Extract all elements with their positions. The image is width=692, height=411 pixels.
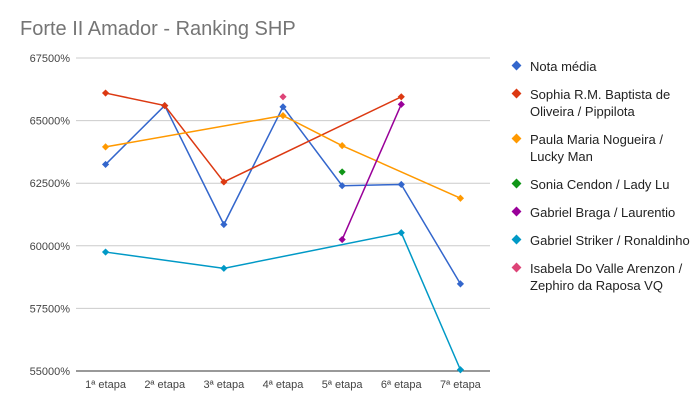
data-point[interactable]: [397, 100, 405, 108]
data-point[interactable]: [338, 142, 346, 150]
legend: Nota média Sophia R.M. Baptista de Olivei…: [510, 58, 692, 305]
series-line: [341, 104, 402, 240]
data-point[interactable]: [338, 235, 346, 244]
diamond-marker-icon: [511, 234, 522, 245]
x-tick-label: 1ª etapa: [85, 379, 127, 391]
legend-label: Paula Maria Nogueira / Lucky Man: [530, 132, 663, 164]
data-point[interactable]: [220, 178, 228, 186]
legend-item[interactable]: Isabela Do Valle Arenzon / Zephiro da Ra…: [510, 260, 692, 294]
data-point[interactable]: [397, 93, 405, 101]
data-point[interactable]: [397, 180, 405, 189]
series-line: [105, 114, 461, 199]
legend-label: Gabriel Striker / Ronaldinho: [530, 233, 690, 248]
legend-item[interactable]: Gabriel Braga / Laurentio: [510, 204, 692, 221]
y-tick-label: 57500%: [30, 303, 71, 315]
data-point[interactable]: [456, 366, 465, 374]
data-point[interactable]: [279, 111, 287, 120]
diamond-marker-icon: [511, 178, 522, 189]
legend-item[interactable]: Paula Maria Nogueira / Lucky Man: [510, 131, 692, 165]
y-tick-label: 65000%: [30, 116, 71, 128]
data-point[interactable]: [220, 264, 228, 272]
series-3: [338, 168, 346, 176]
legend-item[interactable]: Sophia R.M. Baptista de Oliveira / Pippi…: [510, 86, 692, 120]
data-point[interactable]: [456, 194, 465, 202]
y-tick-label: 55000%: [30, 366, 71, 378]
chart-title: Forte II Amador - Ranking SHP: [20, 18, 296, 40]
x-tick-label: 5ª etapa: [322, 379, 364, 391]
x-tick-label: 2ª etapa: [144, 379, 186, 391]
legend-item[interactable]: Nota média: [510, 58, 692, 75]
diamond-marker-icon: [511, 133, 522, 144]
legend-label: Nota média: [530, 59, 597, 74]
data-point[interactable]: [397, 229, 405, 237]
x-tick-label: 4ª etapa: [263, 379, 305, 391]
data-point[interactable]: [456, 280, 465, 288]
series-2: [101, 111, 465, 202]
diamond-marker-icon: [511, 206, 522, 217]
legend-label: Gabriel Braga / Laurentio: [530, 205, 676, 220]
data-point[interactable]: [101, 89, 110, 97]
y-tick-label: 67500%: [30, 53, 71, 65]
data-point[interactable]: [279, 103, 287, 111]
data-point[interactable]: [338, 168, 346, 176]
data-point[interactable]: [101, 143, 110, 151]
x-tick-label: 3ª etapa: [203, 379, 245, 391]
diamond-marker-icon: [511, 60, 522, 71]
legend-label: Sonia Cendon / Lady Lu: [530, 177, 670, 192]
diamond-marker-icon: [511, 88, 522, 99]
legend-label: Sophia R.M. Baptista de Oliveira / Pippi…: [530, 87, 671, 119]
data-point[interactable]: [220, 220, 228, 229]
series-line: [105, 231, 462, 371]
series-5: [101, 229, 465, 374]
data-point[interactable]: [161, 101, 169, 110]
series-layer: [101, 89, 465, 374]
data-point[interactable]: [101, 160, 110, 169]
y-tick-label: 62500%: [30, 178, 71, 190]
data-point[interactable]: [101, 248, 110, 256]
y-axis-ticks: 55000% 57500% 60000% 62500% 65000% 67500%: [30, 53, 71, 378]
series-6: [279, 93, 287, 101]
grid-layer: [76, 57, 490, 372]
legend-item[interactable]: Sonia Cendon / Lady Lu: [510, 176, 692, 193]
legend-item[interactable]: Gabriel Striker / Ronaldinho: [510, 232, 692, 249]
legend-label: Isabela Do Valle Arenzon / Zephiro da Ra…: [530, 261, 683, 293]
series-line: [105, 92, 402, 183]
x-tick-label: 6ª etapa: [381, 379, 423, 391]
x-axis-ticks: 1ª etapa 2ª etapa 3ª etapa 4ª etapa 5ª etapa…: [85, 379, 482, 391]
data-point[interactable]: [338, 182, 346, 190]
data-point[interactable]: [279, 93, 287, 101]
series-1: [101, 89, 405, 186]
diamond-marker-icon: [511, 262, 522, 273]
series-4: [338, 100, 405, 244]
x-tick-label: 7ª etapa: [440, 379, 482, 391]
y-tick-label: 60000%: [30, 241, 71, 253]
